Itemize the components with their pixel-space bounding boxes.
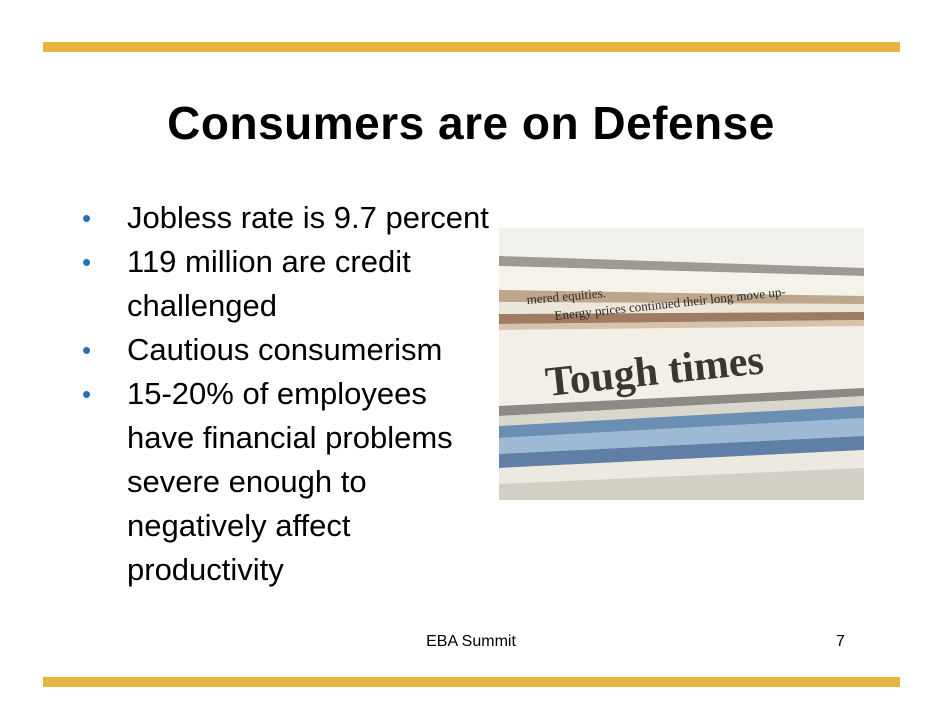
bullet-icon: • (82, 247, 92, 277)
page-number: 7 (836, 633, 845, 650)
bottom-accent-bar (43, 677, 900, 687)
bullet-item: • Jobless rate is 9.7 percent (82, 196, 492, 240)
bullet-icon: • (82, 379, 92, 409)
photo-line-1: mered equities. (526, 285, 606, 307)
newspaper-stack-photo: mered equities. Energy prices continued … (499, 228, 864, 500)
slide-title: Consumers are on Defense (167, 97, 775, 149)
bullet-item: • 119 million are credit challenged (82, 240, 492, 328)
bullet-item: • 15-20% of employees have financial prob… (82, 372, 492, 592)
footer-label: EBA Summit (426, 633, 516, 650)
bullet-text: Jobless rate is 9.7 percent (127, 200, 489, 235)
bullet-icon: • (82, 335, 92, 365)
bullet-text: 119 million are credit challenged (127, 244, 411, 323)
top-accent-bar (43, 42, 900, 52)
bullet-list: • Jobless rate is 9.7 percent • 119 millio… (82, 196, 492, 592)
bullet-text: Cautious consumerism (127, 332, 443, 367)
bullet-item: • Cautious consumerism (82, 328, 492, 372)
bullet-icon: • (82, 203, 92, 233)
bullet-text: 15-20% of employees have financial probl… (127, 376, 453, 587)
